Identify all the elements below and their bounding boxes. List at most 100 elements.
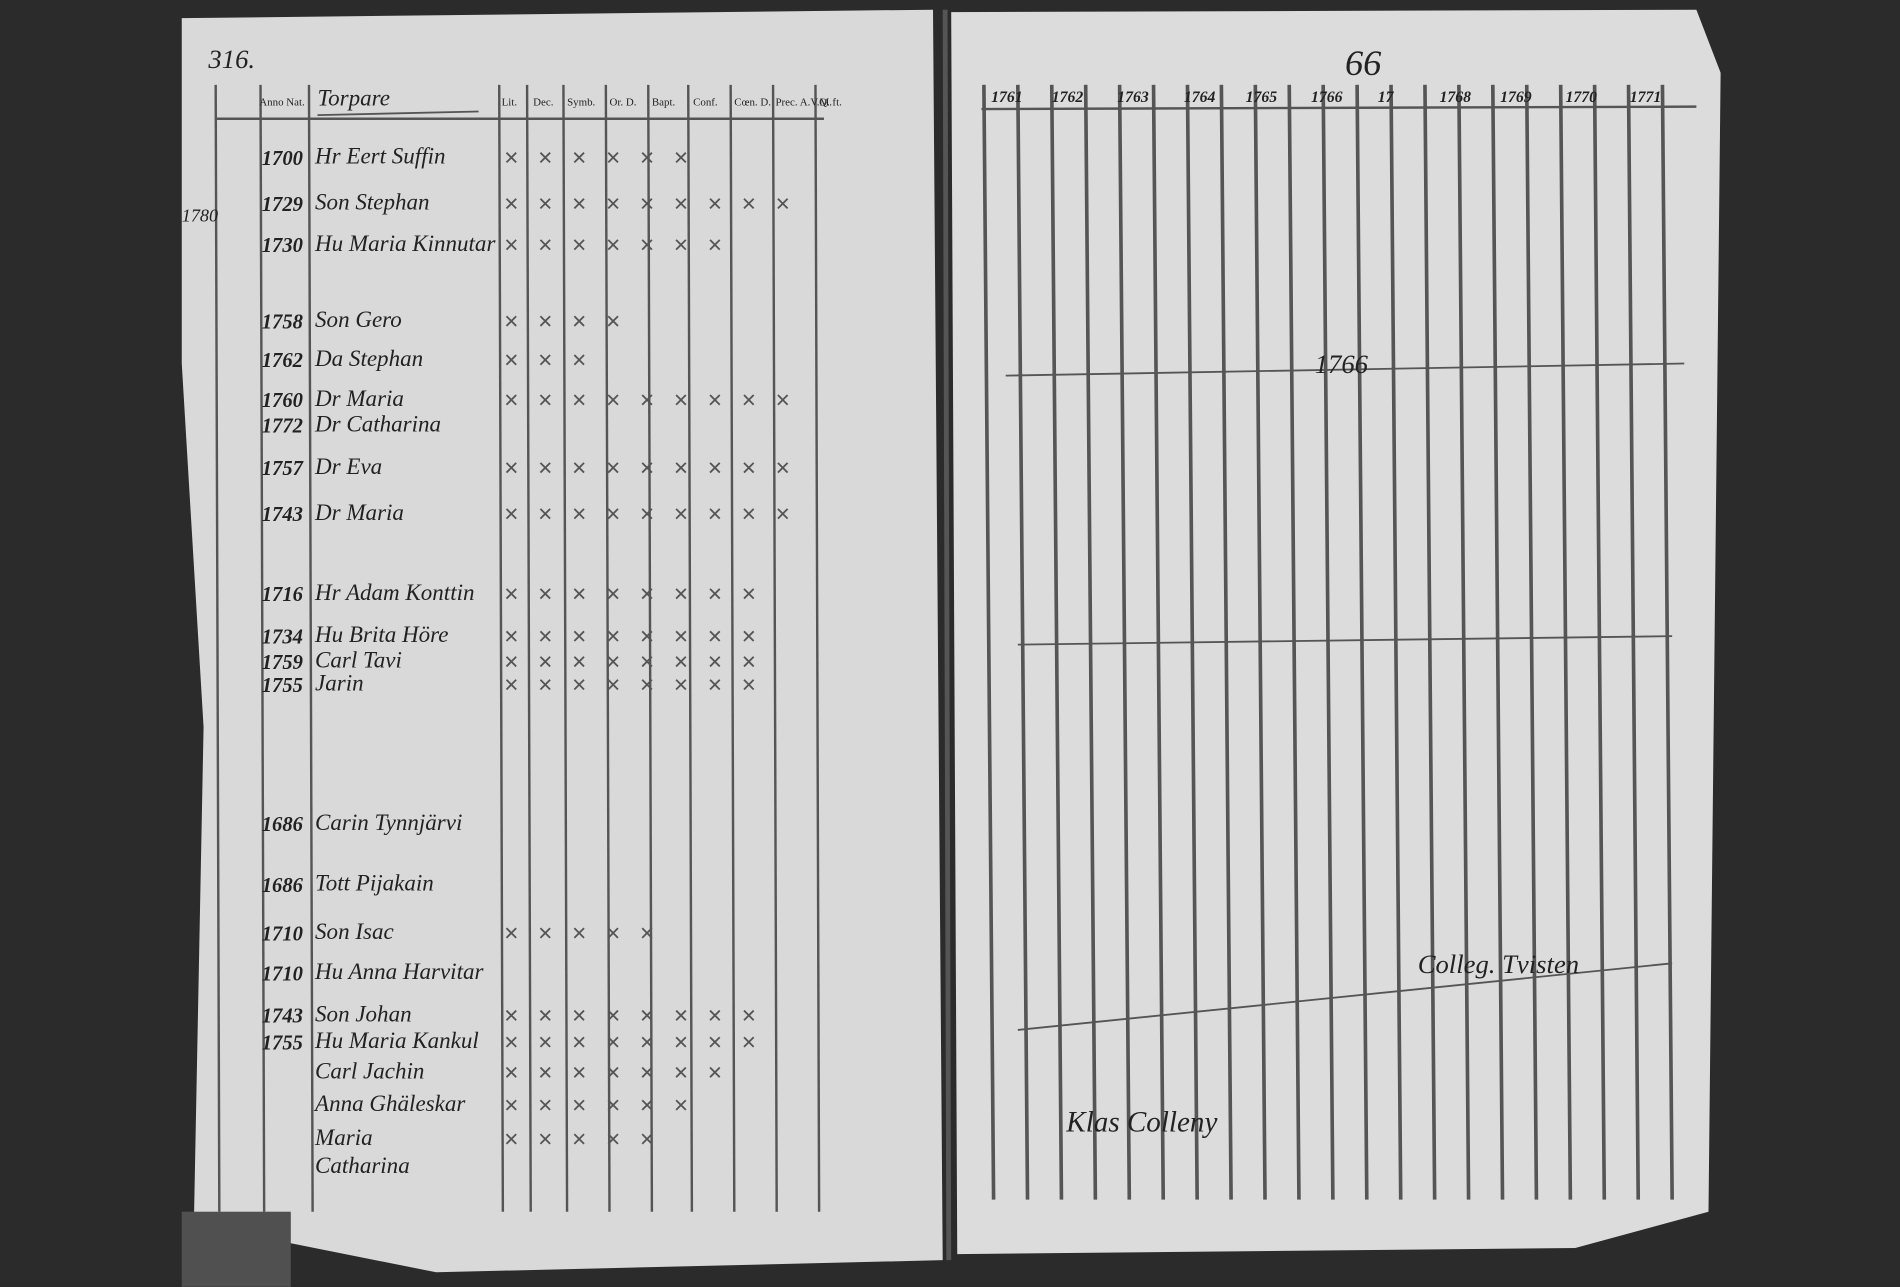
year-header: 1770: [1565, 87, 1598, 106]
rule: [607, 588, 619, 600]
name: Dr Catharina: [315, 411, 442, 438]
rule: [1321, 84, 1335, 1200]
birth-year: 1716: [261, 582, 303, 606]
rule: [498, 84, 505, 1212]
column-header: Or. D.: [609, 95, 637, 108]
rule: [743, 1009, 755, 1021]
name: Son Isac: [315, 919, 394, 946]
rule: [675, 508, 687, 520]
rule: [607, 394, 619, 406]
rule: [539, 927, 551, 939]
rule: [505, 508, 517, 520]
rule: [505, 239, 517, 251]
rule: [743, 588, 755, 600]
rule: [505, 927, 517, 939]
rule: [573, 198, 585, 210]
rule: [573, 239, 585, 251]
note: Klas Colleny: [1066, 1107, 1218, 1139]
rule: [505, 1066, 517, 1078]
rule: [675, 1066, 687, 1078]
rule: [607, 679, 619, 691]
rule: [675, 1009, 687, 1021]
rule: [607, 927, 619, 939]
rule: [1287, 84, 1301, 1200]
rule: [505, 315, 517, 327]
rule: [641, 198, 653, 210]
rule: [709, 656, 721, 668]
rule: [1626, 84, 1641, 1200]
rule: [777, 462, 789, 474]
name: Carl Jachin: [315, 1059, 425, 1085]
column-header: Symb.: [567, 95, 596, 108]
name: Da Stephan: [315, 346, 424, 372]
page-number: 66: [1344, 43, 1382, 84]
birth-year: 1758: [261, 310, 303, 334]
rule: [607, 198, 619, 210]
note: 1766: [1314, 348, 1369, 380]
rule: [1389, 84, 1403, 1200]
rule: [573, 588, 585, 600]
rule: [777, 198, 789, 210]
year-header: 1761: [991, 87, 1023, 106]
birth-year: 1743: [261, 502, 303, 526]
margin-note: 1780: [181, 207, 219, 227]
column-header: Cœn. D.: [734, 95, 771, 108]
name: Catharina: [315, 1153, 410, 1179]
rule: [259, 84, 266, 1212]
rule: [539, 508, 551, 520]
column-header: Dec.: [533, 95, 554, 108]
rule: [573, 1133, 585, 1145]
birth-year: 1762: [261, 348, 303, 372]
rule: [641, 679, 653, 691]
rule: [607, 1133, 619, 1145]
rule: [709, 1066, 721, 1078]
rule: [562, 84, 569, 1212]
name: Hu Maria Kankul: [315, 1028, 479, 1055]
name: Hu Maria Kinnutar: [315, 231, 496, 257]
rule: [573, 1009, 585, 1021]
rule: [675, 588, 687, 600]
rule: [743, 198, 755, 210]
rule: [709, 394, 721, 406]
year-header: 1769: [1500, 87, 1532, 106]
rule: [307, 84, 314, 1212]
rule: [505, 1036, 517, 1048]
column-header: Conf.: [693, 95, 718, 108]
rule: [709, 630, 721, 642]
rule: [539, 1099, 551, 1111]
rule: [539, 462, 551, 474]
rule: [505, 588, 517, 600]
rule: [573, 656, 585, 668]
rule: [675, 656, 687, 668]
rule: [647, 84, 654, 1212]
rule: [743, 1036, 755, 1048]
rule: [709, 588, 721, 600]
birth-year: 1755: [261, 673, 303, 697]
year-header: 17: [1377, 87, 1394, 106]
year-header: 1762: [1051, 87, 1084, 106]
name: Son Stephan: [315, 190, 430, 216]
rule: [539, 1036, 551, 1048]
rule: [573, 679, 585, 691]
rule: [539, 394, 551, 406]
year-header: 1765: [1245, 87, 1278, 106]
name: Jarin: [315, 671, 364, 697]
rule: [607, 239, 619, 251]
rule: [573, 1099, 585, 1111]
rule: [675, 239, 687, 251]
column-header: Q. ft.: [819, 95, 842, 108]
rule: [641, 588, 653, 600]
rule: [505, 1099, 517, 1111]
rule: [505, 394, 517, 406]
year-header: 1768: [1439, 87, 1472, 106]
rule: [641, 462, 653, 474]
rule: [505, 198, 517, 210]
rule: [1083, 84, 1098, 1200]
name: Dr Maria: [315, 386, 404, 412]
birth-year: 1772: [261, 414, 303, 438]
rule: [505, 656, 517, 668]
rule: [539, 1133, 551, 1145]
